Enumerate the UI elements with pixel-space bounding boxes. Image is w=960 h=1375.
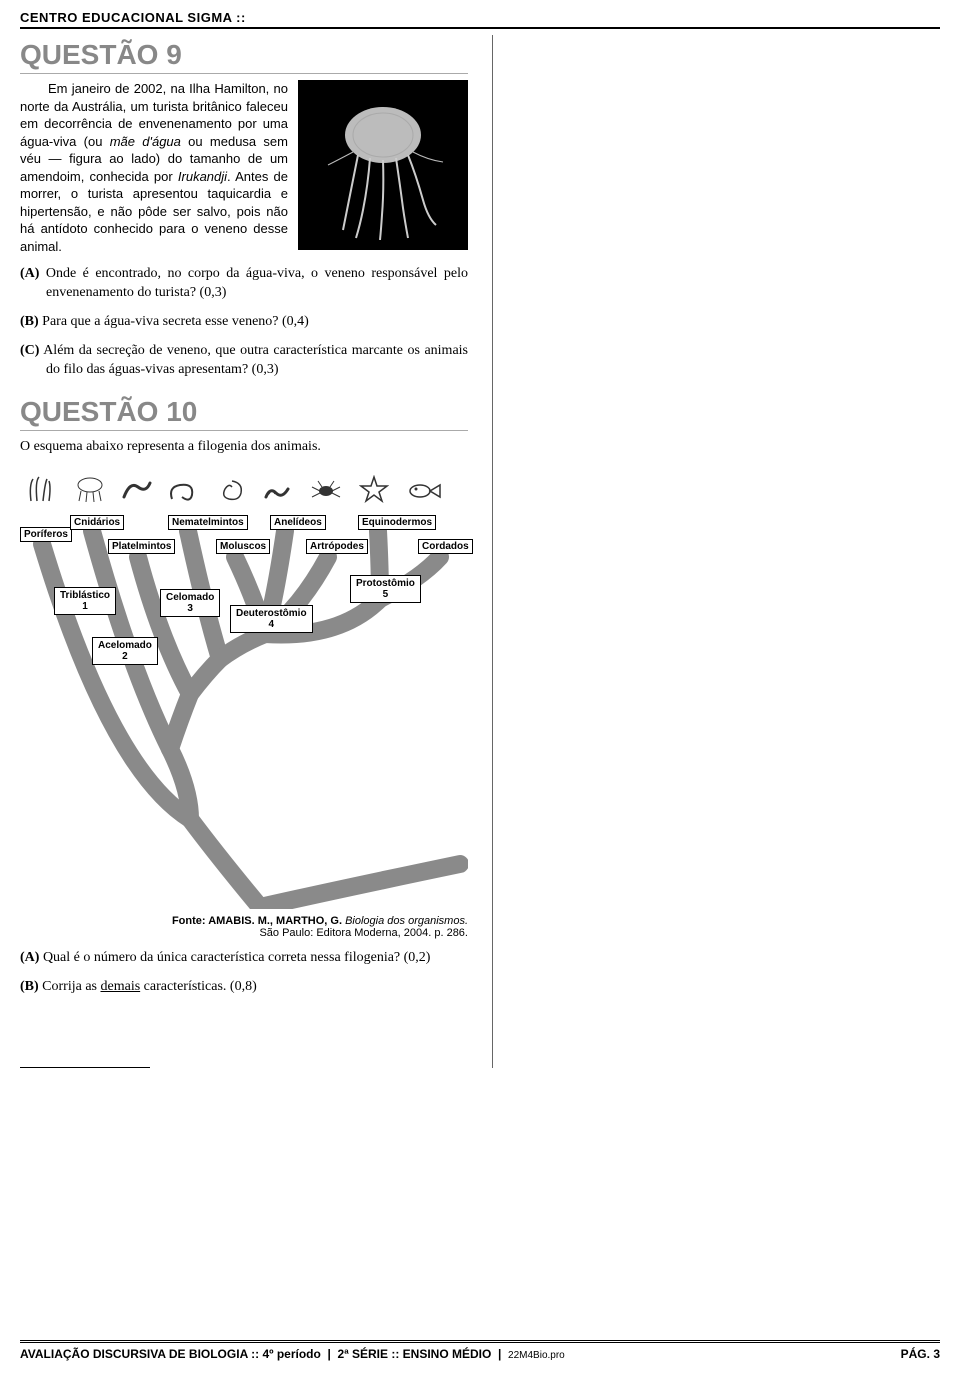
label-nematelmintos: Nematelmintos (168, 515, 248, 530)
taxa-icon-row (20, 471, 468, 507)
node-deuterostomio: Deuterostômio4 (230, 605, 313, 633)
footer-left: AVALIAÇÃO DISCURSIVA DE BIOLOGIA :: 4º p… (20, 1347, 565, 1361)
column-divider (492, 35, 493, 1068)
footer-code: 22M4Bio.pro (508, 1350, 565, 1361)
q9-option-c: (C) Além da secreção de veneno, que outr… (20, 342, 468, 380)
equinodermos-icon (356, 471, 392, 503)
question-10-title: QUESTÃO 10 (20, 396, 468, 431)
anelideos-icon (260, 471, 296, 503)
label-artropodes: Artrópodes (306, 539, 368, 554)
right-column (517, 35, 940, 1068)
label-cordados: Cordados (418, 539, 473, 554)
question-9-title: QUESTÃO 9 (20, 39, 468, 74)
phylogeny-diagram: Poríferos Cnidários Platelmintos Nematel… (20, 469, 468, 909)
q10-a-text: Qual é o número da única característica … (43, 950, 431, 965)
node-acelomado: Acelomado2 (92, 637, 158, 665)
label-cnidarios: Cnidários (70, 515, 124, 530)
footer-right: PÁG. 3 (901, 1347, 940, 1361)
label-platelmintos: Platelmintos (108, 539, 175, 554)
q9-a-text: Onde é encontrado, no corpo da água-viva… (46, 266, 468, 300)
node-celomado: Celomado3 (160, 589, 220, 617)
moluscos-icon (214, 471, 250, 503)
jellyfish-image (298, 80, 468, 250)
jellyfish-icon (308, 90, 458, 240)
question-9-row: Em janeiro de 2002, na Ilha Hamilton, no… (20, 80, 468, 255)
q10-b-text: Corrija as demais características. (0,8) (42, 979, 257, 994)
label-equinodermos: Equinodermos (358, 515, 436, 530)
phylo-source-sub: São Paulo: Editora Moderna, 2004. p. 286… (20, 927, 468, 939)
platelmintos-icon (118, 471, 154, 503)
cordados-icon (408, 471, 444, 503)
q9-option-a: (A) Onde é encontrado, no corpo da água-… (20, 265, 468, 303)
q10-option-b: (B) Corrija as demais características. (… (20, 978, 468, 997)
left-column: QUESTÃO 9 Em janeiro de 2002, na Ilha Ha… (20, 35, 468, 1068)
label-moluscos: Moluscos (216, 539, 270, 554)
node-protostomio: Protostômio5 (350, 575, 421, 603)
node-triblastico: Triblástico1 (54, 587, 116, 615)
question-9-body: Em janeiro de 2002, na Ilha Hamilton, no… (20, 80, 288, 255)
q9-c-text: Além da secreção de veneno, que outra ca… (43, 343, 468, 377)
artropodes-icon (308, 471, 344, 503)
poriferos-icon (22, 471, 58, 503)
page-footer: AVALIAÇÃO DISCURSIVA DE BIOLOGIA :: 4º p… (20, 1340, 940, 1361)
end-rule (20, 1067, 150, 1068)
page-header: CENTRO EDUCACIONAL SIGMA :: (20, 10, 940, 29)
two-column-layout: QUESTÃO 9 Em janeiro de 2002, na Ilha Ha… (20, 35, 940, 1068)
question-10-intro: O esquema abaixo representa a filogenia … (20, 439, 468, 455)
source-pre: Fonte: AMABIS. M., MARTHO, G. (172, 915, 345, 927)
footer-left-b: 2ª SÉRIE :: ENSINO MÉDIO (338, 1347, 492, 1361)
nematelmintos-icon (164, 471, 200, 503)
phylogeny-tree-svg (20, 469, 468, 909)
footer-left-a: AVALIAÇÃO DISCURSIVA DE BIOLOGIA :: 4º p… (20, 1347, 321, 1361)
label-anelideos: Anelídeos (270, 515, 326, 530)
q10-option-a: (A) Qual é o número da única característ… (20, 949, 468, 968)
phylo-source: Fonte: AMABIS. M., MARTHO, G. Biologia d… (20, 915, 468, 927)
label-poriferos: Poríferos (20, 527, 72, 542)
cnidarios-icon (72, 471, 108, 503)
q9-b-text: Para que a água-viva secreta esse veneno… (42, 314, 309, 329)
q9-option-b: (B) Para que a água-viva secreta esse ve… (20, 313, 468, 332)
source-ital: Biologia dos organismos. (345, 915, 468, 927)
q9-italic-2: Irukandji (178, 169, 227, 184)
q9-italic-1: mãe d'água (110, 134, 181, 149)
